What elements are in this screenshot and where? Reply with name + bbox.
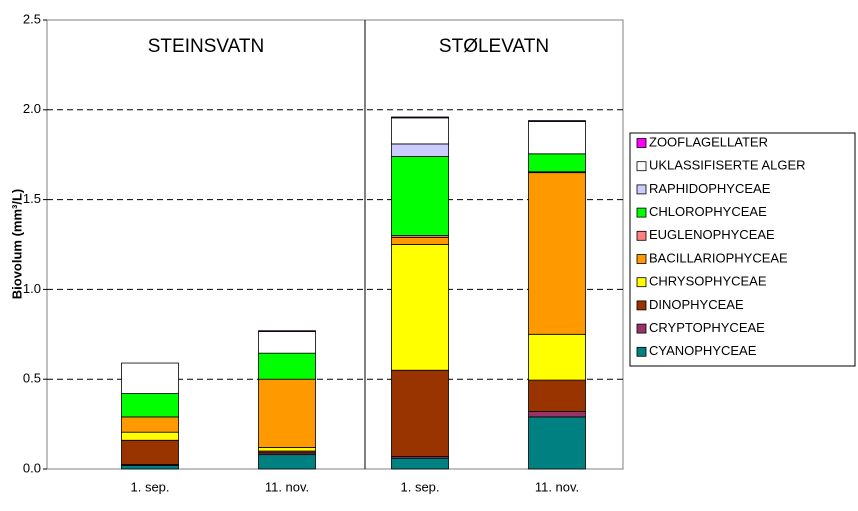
y-tick-label: 2.5 (23, 11, 41, 26)
y-tick-label: 2.0 (23, 101, 41, 116)
bar-segment (121, 393, 179, 418)
legend-swatch (636, 207, 647, 218)
bar-segment (121, 416, 179, 433)
legend-label: UKLASSIFISERTE ALGER (649, 158, 806, 173)
bar-segment (528, 416, 586, 470)
bar-segment (391, 143, 449, 157)
bar-segment (528, 379, 586, 412)
bar-segment (258, 330, 316, 333)
legend-swatch (636, 161, 647, 172)
legend-label: ZOOFLAGELLATER (649, 134, 768, 149)
bar-segment (391, 117, 449, 145)
bar-segment (121, 439, 179, 465)
bar-segment (121, 465, 179, 470)
y-tick-label: 1.5 (23, 191, 41, 206)
bar-segment (391, 369, 449, 457)
y-axis-label: Biovolum (mm³/L) (9, 189, 24, 300)
bar-segment (121, 362, 179, 394)
group-label: STØLEVATN (439, 36, 549, 57)
bar-segment (528, 172, 586, 335)
legend-label: EUGLENOPHYCEAE (649, 227, 775, 242)
legend-label: CYANOPHYCEAE (649, 343, 757, 358)
legend-label: RAPHIDOPHYCEAE (649, 181, 771, 196)
legend-label: CHLOROPHYCEAE (649, 204, 767, 219)
legend-label: CRYPTOPHYCEAE (649, 320, 765, 335)
bar-segment (391, 236, 449, 245)
bar-segment (528, 120, 586, 122)
x-tick-label: 1. sep. (130, 479, 169, 494)
bar-segment (258, 454, 316, 470)
legend-label: CHRYSOPHYCEAE (649, 274, 767, 289)
bar-segment (258, 331, 316, 354)
bar-segment (391, 116, 449, 119)
bar-segment (528, 121, 586, 155)
bar-segment (258, 352, 316, 380)
group-label: STEINSVATN (148, 36, 264, 57)
x-tick-label: 1. sep. (400, 479, 439, 494)
legend-swatch (636, 277, 647, 288)
legend-swatch (636, 323, 647, 334)
y-tick-label: 0.5 (23, 371, 41, 386)
x-tick-label: 11. nov. (535, 479, 579, 494)
legend-label: BACILLARIOPHYCEAE (649, 250, 788, 265)
legend-swatch (636, 346, 647, 357)
legend-swatch (636, 184, 647, 195)
bar-segment (528, 411, 586, 418)
y-tick-label: 1.0 (23, 281, 41, 296)
bar-segment (258, 378, 316, 448)
legend-swatch (636, 230, 647, 241)
legend-swatch (636, 138, 647, 148)
x-tick-label: 11. nov. (265, 479, 309, 494)
bar-segment (391, 457, 449, 470)
bar-segment (121, 431, 179, 441)
bar-segment (528, 153, 586, 173)
bar-segment (391, 244, 449, 371)
legend-swatch (636, 300, 647, 311)
legend-swatch (636, 254, 647, 264)
bar-segment (528, 333, 586, 381)
legend-box (629, 132, 856, 367)
bar-segment (258, 447, 316, 452)
y-tick-label: 0.0 (23, 460, 41, 475)
legend-label: DINOPHYCEAE (649, 297, 744, 312)
bar-segment (391, 156, 449, 236)
